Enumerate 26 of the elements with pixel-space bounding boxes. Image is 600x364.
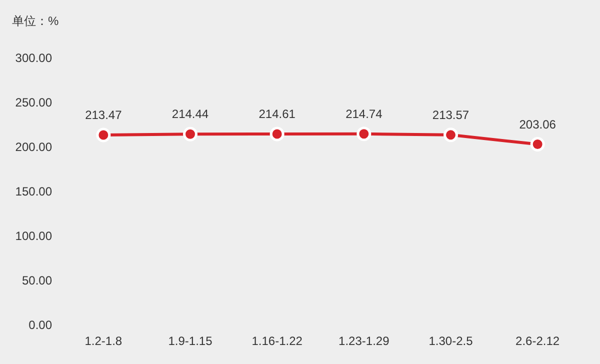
data-label: 214.74 xyxy=(346,106,383,121)
y-tick-label: 50.00 xyxy=(22,274,52,288)
point xyxy=(530,137,545,152)
x-tick-label: 1.9-1.15 xyxy=(168,334,213,348)
x-tick-label: 1.2-1.8 xyxy=(84,334,122,348)
y-tick-label: 0.00 xyxy=(28,318,52,332)
point xyxy=(270,126,284,142)
data-label: 214.44 xyxy=(172,107,209,122)
y-tick-label: 250.00 xyxy=(15,96,52,110)
y-tick-label: 200.00 xyxy=(15,140,52,154)
y-tick-label: 100.00 xyxy=(15,229,52,243)
y-tick-label: 150.00 xyxy=(15,184,52,198)
y-axis-title: 单位：% xyxy=(12,14,59,28)
x-tick-label: 2.6-2.12 xyxy=(516,334,560,348)
data-label: 203.06 xyxy=(519,117,556,132)
y-tick-label: 300.00 xyxy=(15,51,52,65)
point xyxy=(96,128,111,142)
point xyxy=(356,126,372,142)
data-label: 213.47 xyxy=(85,108,122,122)
x-tick-label: 1.23-1.29 xyxy=(338,334,390,348)
point xyxy=(444,128,458,142)
x-tick-label: 1.30-2.5 xyxy=(428,334,474,348)
point xyxy=(183,126,198,142)
data-label: 213.57 xyxy=(432,108,470,122)
x-tick-label: 1.16-1.22 xyxy=(252,334,303,348)
data-label: 214.61 xyxy=(258,106,296,121)
